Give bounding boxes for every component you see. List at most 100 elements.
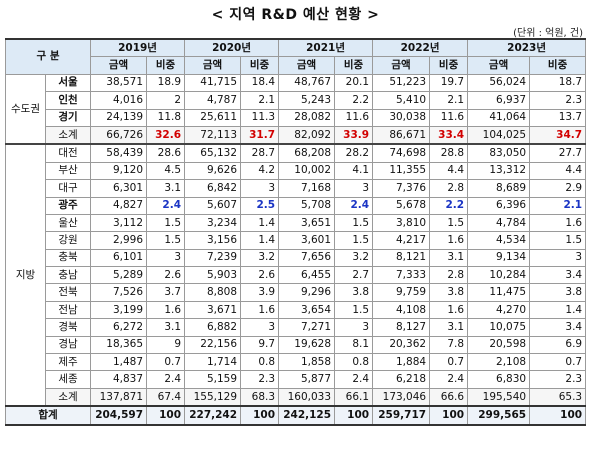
share-cell: 1.6 [146,300,186,320]
amount-cell: 22,156 [184,335,242,355]
share-cell: 28.6 [146,143,186,163]
share-cell: 18.7 [529,73,587,93]
share-cell: 3 [334,318,374,337]
amount-cell: 7,526 [90,283,148,302]
amount-cell: 10,075 [467,318,531,337]
share-cell: 0.7 [429,353,469,372]
total-amount-cell: 204,597 [90,405,148,426]
share-cell: 18.4 [240,73,280,93]
amount-cell: 3,234 [184,213,242,233]
amount-cell: 4,827 [90,196,148,215]
share-cell: 9 [146,335,186,355]
amount-cell: 11,355 [372,161,431,181]
total-amount-cell: 242,125 [278,405,336,426]
region-label: 세종 [44,370,92,389]
table-row: 경북 6,272 3.1 6,882 3 7,271 3 8,127 3.1 10,075 3.4 [6,318,587,337]
share-cell: 68.3 [240,387,280,407]
amount-cell: 3,156 [184,231,242,250]
amount-cell: 7,376 [372,179,431,198]
amount-cell: 66,726 [90,125,148,145]
share-cell: 3.2 [334,248,374,268]
amount-cell: 58,439 [90,143,148,163]
amount-cell: 74,698 [372,143,431,163]
table-row: 충북 6,101 3 7,239 3.2 7,656 3.2 8,121 3.1 9,134 3 [6,248,587,268]
share-cell: 0.8 [240,353,280,372]
amount-cell: 65,132 [184,143,242,163]
amount-cell: 6,455 [278,266,336,285]
region-label: 전남 [44,300,92,320]
table-row: 전남 3,199 1.6 3,671 1.6 3,654 1.5 4,108 1.6 4,270 1… [6,300,587,320]
share-cell: 66.6 [429,387,469,407]
region-label: 경기 [44,108,92,127]
total-share-cell: 100 [146,405,186,426]
amount-cell: 3,199 [90,300,148,320]
share-cell: 2.5 [240,196,280,215]
share-cell: 11.6 [334,108,374,127]
header-year: 2023년 [467,38,587,58]
share-cell: 0.7 [529,353,587,372]
region-label: 충북 [44,248,92,268]
amount-cell: 1,487 [90,353,148,372]
amount-cell: 56,024 [467,73,531,93]
share-cell: 2.3 [240,370,280,389]
share-cell: 2.4 [146,370,186,389]
total-label: 합계 [4,405,92,426]
amount-cell: 3,810 [372,213,431,233]
share-cell: 33.4 [429,125,469,145]
amount-cell: 6,101 [90,248,148,268]
region-label: 전북 [44,283,92,302]
total-share-cell: 100 [529,405,587,426]
amount-cell: 4,784 [467,213,531,233]
share-cell: 1.6 [429,231,469,250]
amount-cell: 8,127 [372,318,431,337]
share-cell: 19.7 [429,73,469,93]
amount-cell: 48,767 [278,73,336,93]
amount-cell: 41,715 [184,73,242,93]
share-cell: 1.6 [429,300,469,320]
amount-cell: 3,654 [278,300,336,320]
table-row: 광주 4,827 2.4 5,607 2.5 5,708 2.4 5,678 2.2 6,396 2… [6,196,587,215]
header-share: 비중 [429,56,469,75]
total-row: 합계 204,597 100 227,242 100 242,125 100 259,717 1… [4,405,587,426]
share-cell: 2.6 [146,266,186,285]
amount-cell: 5,678 [372,196,431,215]
amount-cell: 9,134 [467,248,531,268]
share-cell: 2.6 [240,266,280,285]
table-row: 경남 18,365 9 22,156 9.7 19,628 8.1 20,362 7.8 20,5… [6,335,587,355]
share-cell: 1.6 [529,213,587,233]
amount-cell: 5,289 [90,266,148,285]
amount-cell: 82,092 [278,125,336,145]
share-cell: 66.1 [334,387,374,407]
amount-cell: 38,571 [90,73,148,93]
table-row: 대구 6,301 3.1 6,842 3 7,168 3 7,376 2.8 8,689 2.9 [6,179,587,198]
amount-cell: 24,139 [90,108,148,127]
share-cell: 2.1 [240,91,280,110]
amount-cell: 13,312 [467,161,531,181]
amount-cell: 7,239 [184,248,242,268]
share-cell: 3.1 [429,248,469,268]
share-cell: 3.8 [429,283,469,302]
amount-cell: 4,270 [467,300,531,320]
total-amount-cell: 259,717 [372,405,431,426]
amount-cell: 1,884 [372,353,431,372]
amount-cell: 5,607 [184,196,242,215]
share-cell: 1.5 [334,231,374,250]
amount-cell: 20,362 [372,335,431,355]
table-row: 강원 2,996 1.5 3,156 1.4 3,601 1.5 4,217 1.6 4,534 1… [6,231,587,250]
amount-cell: 2,108 [467,353,531,372]
amount-cell: 5,877 [278,370,336,389]
amount-cell: 160,033 [278,387,336,407]
share-cell: 1.4 [529,300,587,320]
amount-cell: 8,689 [467,179,531,198]
amount-cell: 51,223 [372,73,431,93]
amount-cell: 28,082 [278,108,336,127]
share-cell: 2.1 [529,196,587,215]
amount-cell: 173,046 [372,387,431,407]
share-cell: 4.2 [240,161,280,181]
table-row: 인천 4,016 2 4,787 2.1 5,243 2.2 5,410 2.1 6,937 2.3 [6,91,587,110]
unit-note: (단위 : 억원, 건) [513,28,583,39]
rd-budget-table: 구 분 2019년 2020년 2021년 2022년 2023년 금액 비중 … [4,37,587,426]
share-cell: 3 [529,248,587,268]
amount-cell: 7,168 [278,179,336,198]
header-amount: 금액 [372,56,431,75]
